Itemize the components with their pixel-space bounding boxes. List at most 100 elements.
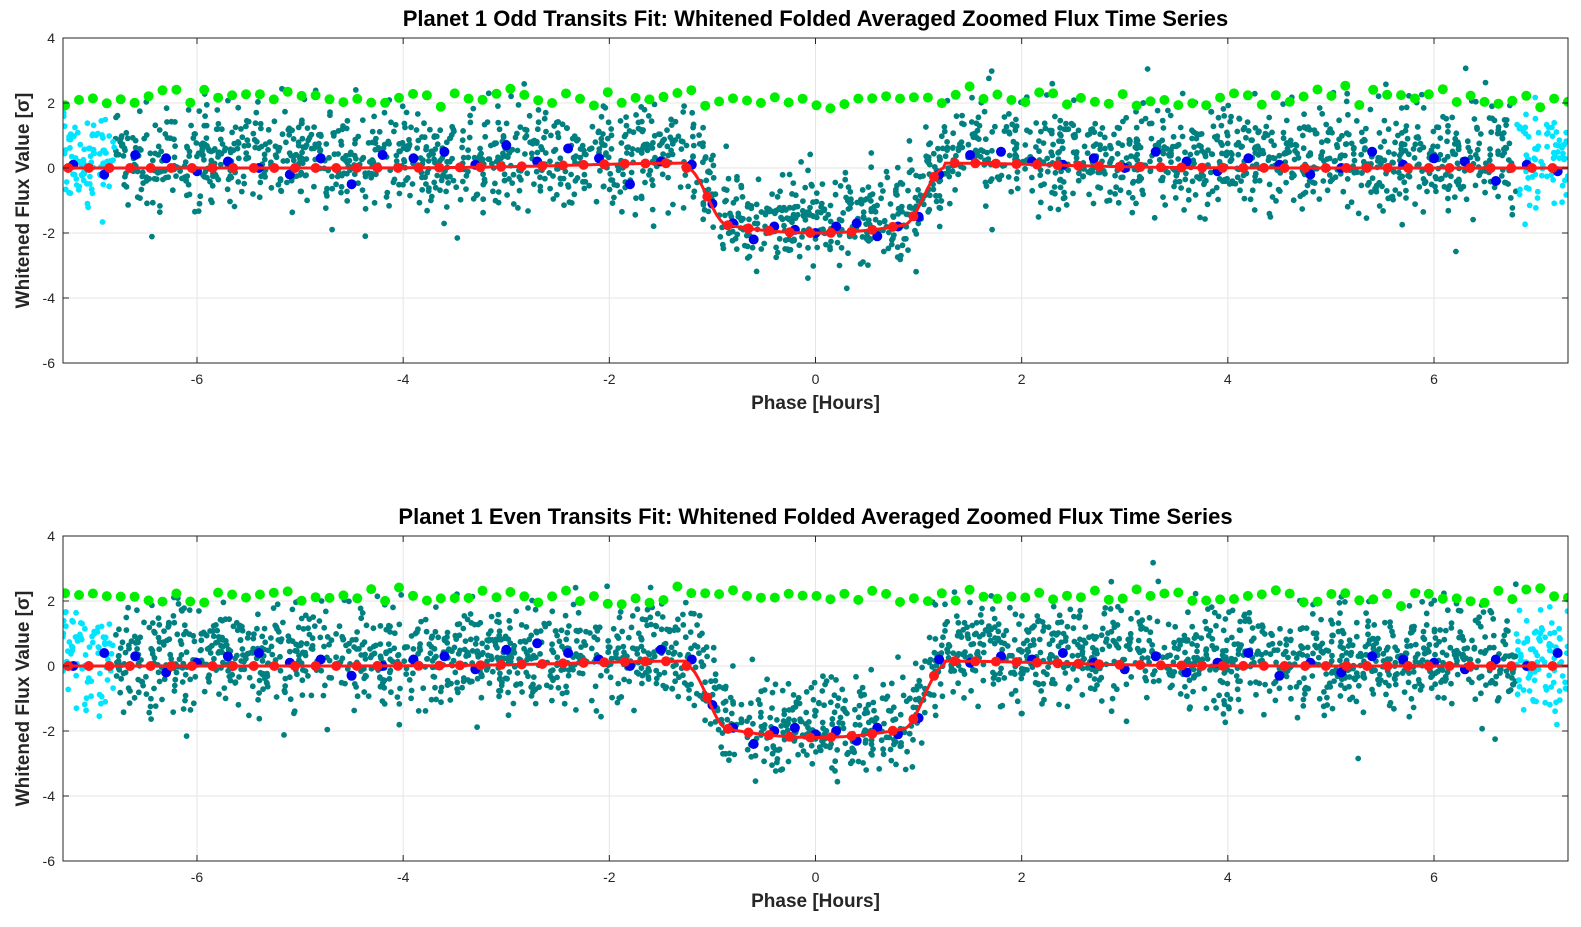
- flux-point: [980, 148, 986, 154]
- flux-point: [1112, 191, 1118, 197]
- flux-point: [608, 177, 614, 183]
- flux-point: [386, 641, 392, 647]
- flux-point: [690, 134, 696, 140]
- model-fit-point: [517, 161, 527, 171]
- flux-point: [708, 678, 714, 684]
- flux-point: [254, 626, 260, 632]
- flux-point: [157, 209, 163, 215]
- flux-point: [868, 164, 874, 170]
- flux-point: [1318, 617, 1324, 623]
- flux-point: [1365, 618, 1371, 624]
- flux-point: [1231, 641, 1237, 647]
- flux-point: [842, 698, 848, 704]
- flux-point: [361, 689, 367, 695]
- reference-marker: [686, 85, 696, 95]
- flux-point: [497, 628, 503, 634]
- flux-point: [257, 194, 263, 200]
- flux-point: [362, 233, 368, 239]
- flux-point: [969, 95, 975, 101]
- reference-marker: [297, 91, 307, 101]
- flux-point: [927, 192, 933, 198]
- flux-point: [1193, 591, 1199, 597]
- flux-point: [391, 179, 397, 185]
- flux-point: [209, 643, 215, 649]
- flux-point: [149, 234, 155, 240]
- flux-point: [1128, 616, 1134, 622]
- flux-point: [505, 690, 511, 696]
- flux-point: [1194, 136, 1200, 142]
- flux-point: [322, 683, 328, 689]
- flux-point: [459, 145, 465, 151]
- flux-point: [397, 686, 403, 692]
- flux-point: [1375, 636, 1381, 642]
- flux-point: [1041, 697, 1047, 703]
- flux-point: [889, 681, 895, 687]
- model-fit-point: [744, 223, 754, 233]
- flux-point: [299, 616, 305, 622]
- flux-point: [803, 217, 809, 223]
- edge-point: [1532, 95, 1538, 101]
- flux-point: [1220, 652, 1226, 658]
- flux-point: [1057, 612, 1063, 618]
- x-tick-label: 0: [812, 371, 820, 387]
- flux-point: [1224, 130, 1230, 136]
- flux-point: [274, 624, 280, 630]
- flux-point: [835, 703, 841, 709]
- flux-point: [869, 752, 875, 758]
- reference-marker: [60, 100, 70, 110]
- flux-point: [728, 695, 734, 701]
- flux-point: [1431, 598, 1437, 604]
- flux-point: [378, 653, 384, 659]
- flux-point: [995, 629, 1001, 635]
- flux-point: [1065, 624, 1071, 630]
- flux-point: [630, 146, 636, 152]
- flux-point: [561, 202, 567, 208]
- flux-point: [636, 126, 642, 132]
- flux-point: [487, 680, 493, 686]
- flux-point: [754, 269, 760, 275]
- flux-point: [1037, 637, 1043, 643]
- flux-point: [707, 170, 713, 176]
- flux-point: [890, 717, 896, 723]
- flux-point: [927, 635, 933, 641]
- flux-point: [184, 193, 190, 199]
- flux-point: [1193, 192, 1199, 198]
- flux-point: [250, 191, 256, 197]
- flux-point: [881, 721, 887, 727]
- flux-point: [433, 604, 439, 610]
- flux-point: [1412, 155, 1418, 161]
- flux-point: [241, 181, 247, 187]
- flux-point: [377, 675, 383, 681]
- flux-point: [137, 195, 143, 201]
- flux-point: [1097, 146, 1103, 152]
- reference-marker: [1062, 99, 1072, 109]
- flux-point: [926, 142, 932, 148]
- flux-point: [812, 680, 818, 686]
- reference-marker: [1396, 90, 1406, 100]
- flux-point: [933, 636, 939, 642]
- flux-point: [1065, 704, 1071, 710]
- flux-point: [947, 201, 953, 207]
- flux-point: [828, 203, 834, 209]
- flux-point: [1271, 647, 1277, 653]
- flux-point: [952, 589, 958, 595]
- flux-point: [1382, 620, 1388, 626]
- binned-point: [1491, 176, 1501, 186]
- flux-point: [1100, 626, 1106, 632]
- flux-point: [241, 174, 247, 180]
- flux-point: [990, 606, 996, 612]
- flux-point: [1421, 105, 1427, 111]
- flux-point: [623, 114, 629, 120]
- flux-point: [913, 231, 919, 237]
- flux-point: [1271, 681, 1277, 687]
- flux-point: [856, 759, 862, 765]
- flux-point: [880, 188, 886, 194]
- flux-point: [1361, 137, 1367, 143]
- flux-point: [603, 150, 609, 156]
- flux-point: [547, 158, 553, 164]
- flux-point: [284, 158, 290, 164]
- model-fit-point: [187, 163, 197, 173]
- flux-point: [969, 623, 975, 629]
- flux-point: [371, 114, 377, 120]
- model-fit-point: [661, 158, 671, 168]
